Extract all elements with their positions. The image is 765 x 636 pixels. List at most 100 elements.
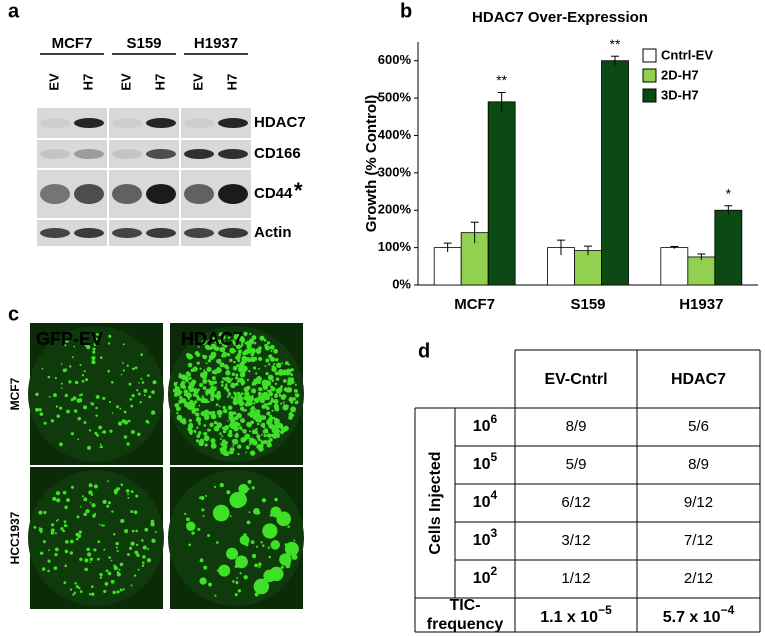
- colony: [207, 359, 212, 363]
- colony: [126, 364, 129, 367]
- colony: [92, 514, 96, 518]
- colony: [198, 423, 201, 426]
- colony: [182, 418, 185, 421]
- colony: [260, 541, 263, 544]
- colony: [130, 429, 135, 434]
- colony: [210, 413, 217, 420]
- error-bar: [557, 239, 565, 256]
- colony: [290, 377, 295, 382]
- colony: [62, 490, 67, 495]
- colony: [193, 388, 198, 393]
- colony: [59, 406, 63, 410]
- colony: [52, 496, 57, 501]
- colony: [63, 520, 67, 524]
- colony: [265, 371, 269, 376]
- colony: [224, 451, 230, 457]
- colony: [54, 376, 57, 380]
- colony: [101, 524, 104, 527]
- colony: [94, 512, 97, 515]
- colony: [256, 422, 260, 426]
- plate-well: [28, 326, 164, 462]
- colony: [55, 405, 59, 408]
- colony: [79, 506, 82, 508]
- colony: [141, 539, 144, 542]
- colony: [127, 419, 131, 423]
- colony: [147, 421, 150, 424]
- x-tick-label: H1937: [679, 296, 723, 313]
- colony: [84, 558, 89, 563]
- colony: [134, 366, 138, 370]
- colony: [54, 547, 59, 552]
- colony: [253, 578, 270, 595]
- colony: [75, 537, 79, 541]
- colony: [251, 429, 257, 435]
- colony: [195, 439, 200, 443]
- colony: [196, 434, 201, 438]
- colony: [69, 551, 74, 555]
- colony: [103, 524, 106, 527]
- colony: [38, 408, 42, 412]
- colony: [271, 366, 277, 372]
- colony: [199, 372, 206, 378]
- colony: [89, 561, 92, 564]
- colony: [208, 411, 213, 416]
- colony: [249, 332, 252, 336]
- table-cell: 1/12: [561, 570, 590, 587]
- panel-label: c: [8, 303, 19, 325]
- colony: [75, 532, 80, 537]
- colony: [226, 490, 231, 495]
- footer-label: TIC-: [449, 597, 480, 614]
- colony: [234, 593, 238, 597]
- colony: [90, 585, 94, 588]
- colony: [59, 442, 63, 447]
- power-exponent: −4: [721, 603, 735, 617]
- colony: [70, 398, 74, 402]
- colony: [225, 376, 230, 382]
- colony: [203, 431, 208, 436]
- colony: [71, 356, 74, 359]
- colony: [221, 353, 226, 357]
- colony: [179, 396, 183, 400]
- colony: [70, 485, 74, 489]
- colony: [33, 525, 37, 529]
- table-cell: 8/9: [566, 418, 587, 435]
- colony: [285, 545, 290, 549]
- blot-band: [218, 149, 248, 159]
- colony: [244, 361, 247, 364]
- colony: [278, 393, 282, 397]
- colony: [215, 541, 219, 544]
- colony: [86, 344, 91, 350]
- colony: [266, 341, 271, 345]
- colony: [172, 388, 176, 392]
- power-base: 10: [473, 532, 491, 549]
- colony: [115, 546, 118, 549]
- colony: [43, 421, 47, 425]
- colony: [256, 432, 258, 435]
- colony: [264, 343, 268, 348]
- colony: [99, 443, 102, 446]
- colony: [259, 439, 262, 442]
- colony: [246, 396, 251, 401]
- colony: [248, 511, 251, 513]
- colony: [48, 549, 50, 552]
- colony: [188, 429, 194, 435]
- colony: [110, 579, 115, 584]
- cell-line-label: MCF7: [52, 35, 93, 52]
- colony: [289, 396, 293, 400]
- colony: [88, 429, 92, 432]
- colony: [130, 404, 134, 408]
- colony: [250, 388, 257, 394]
- colony: [60, 382, 63, 385]
- colony: [283, 425, 289, 432]
- colony: [282, 379, 287, 383]
- panel-label: d: [418, 340, 430, 362]
- colony: [88, 483, 93, 488]
- colony: [222, 332, 225, 336]
- colony: [213, 485, 217, 488]
- colony: [91, 503, 96, 508]
- colony: [130, 490, 134, 494]
- colony: [173, 382, 178, 386]
- colony: [84, 567, 88, 572]
- colony: [122, 369, 125, 372]
- colony: [76, 515, 80, 519]
